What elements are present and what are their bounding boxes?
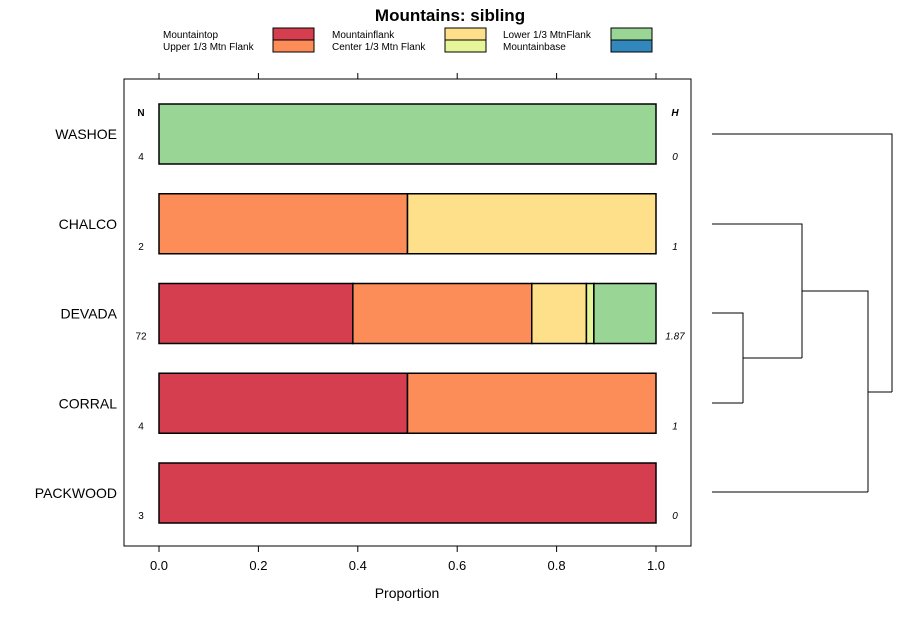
h-header: H [671,108,679,119]
dendrogram-link-devada [712,312,744,403]
bar-segment-devada-center-1-3-mtn-flank [585,282,595,345]
category-label-devada: DEVADA [60,306,117,322]
bar-segment-devada-lower-1-3-mtnflank [593,282,657,345]
bar-segment-chalco-mountainflank [406,193,657,255]
x-tick-label: 0.2 [249,558,267,573]
plot-frame [123,78,692,547]
category-label-chalco: CHALCO [59,216,117,232]
category-labels: WASHOE CHALCO DEVADA CORRAL PACKWOOD [35,126,118,501]
n-value-corral: 4 [138,421,144,432]
x-tick-label: 0.4 [349,558,367,573]
legend-label-upper-1-3-mtn-flank: Upper 1/3 Mtn Flank [163,42,255,53]
n-value-washoe: 4 [138,152,144,163]
legend-swatch-center-1-3-mtn-flank [444,39,487,53]
n-h-annotations: 4 0 2 1 72 1.87 4 1 3 0 N H [135,108,685,522]
legend-label-center-1-3-mtn-flank: Center 1/3 Mtn Flank [332,42,426,53]
n-header: N [137,108,144,119]
dendrogram-link-chalco [712,223,803,358]
x-tick-label: 0.8 [548,558,566,573]
x-axis: 0.0 0.2 0.4 0.6 0.8 1.0 [150,73,665,573]
h-value-chalco: 1 [672,242,678,253]
legend-swatch-mountaintop [272,27,315,41]
category-label-packwood: PACKWOOD [35,485,117,501]
x-tick-label: 0.6 [448,558,466,573]
bars [158,103,657,524]
h-value-corral: 1 [672,421,678,432]
h-value-packwood: 0 [672,511,678,522]
bar-segment-devada-mountaintop [158,282,354,345]
bar-segment-corral-upper-1-3-mtn-flank [406,372,657,434]
legend-label-mountaintop: Mountaintop [163,30,218,41]
x-tick-label: 1.0 [647,558,665,573]
n-value-devada: 72 [135,332,147,343]
dendrogram-link-chalco-group [802,290,869,492]
bar-segment-devada-upper-1-3-mtn-flank [352,282,533,345]
n-value-chalco: 2 [138,242,144,253]
legend-label-mountainbase: Mountainbase [503,42,566,53]
bar-segment-devada-mountainflank [531,282,588,345]
legend-swatch-mountainbase [610,39,653,53]
bar-segment-washoe-lower-1-3-mtnflank [158,103,657,165]
bar-segment-packwood-mountaintop [158,462,657,524]
category-label-washoe: WASHOE [55,126,117,142]
category-label-corral: CORRAL [59,395,118,411]
dendrogram [712,133,893,493]
legend-swatch-mountainflank [444,27,487,41]
bar-segment-corral-mountaintop [158,372,409,434]
legend-label-lower-1-3-mtnflank: Lower 1/3 MtnFlank [503,30,592,41]
x-tick-label: 0.0 [150,558,168,573]
h-value-devada: 1.87 [665,332,685,343]
legend-label-mountainflank: Mountainflank [332,30,395,41]
chart-title: Mountains: sibling [375,6,525,25]
legend-swatch-lower-1-3-mtnflank [610,27,653,41]
n-value-packwood: 3 [138,511,144,522]
legend-swatch-upper-1-3-mtn-flank [272,39,315,53]
dendrogram-link-washoe [712,133,893,392]
h-value-washoe: 0 [672,152,678,163]
x-axis-label: Proportion [375,585,440,601]
bar-segment-chalco-upper-1-3-mtn-flank [158,193,409,255]
